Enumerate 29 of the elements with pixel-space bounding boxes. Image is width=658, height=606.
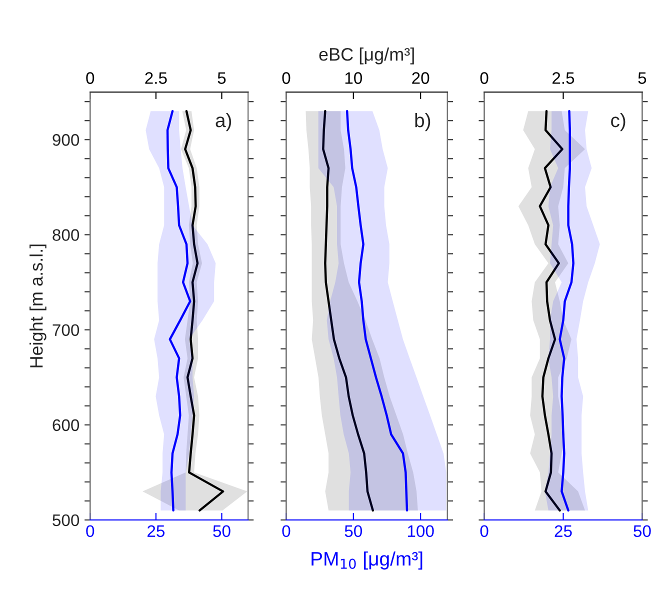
- annotation: c): [611, 113, 626, 132]
- x2-tick-label: 0: [86, 72, 94, 84]
- x2-tick-label: 2.5: [145, 72, 167, 84]
- x-axis-title: PM$_{10}$ [μg/m³]: [312, 551, 422, 570]
- x2-tick-label: 5: [218, 72, 226, 84]
- x2-tick-label: 2.5: [552, 72, 574, 84]
- x-tick-label: 0: [282, 525, 290, 538]
- annotation: a): [216, 113, 232, 132]
- x-tick-label: 100: [408, 525, 434, 538]
- x2-tick-label: 20: [412, 72, 430, 84]
- y-tick-label: 600: [52, 419, 80, 432]
- y-tick-label: 700: [52, 324, 80, 336]
- x2-tick-label: 0: [480, 72, 488, 84]
- x-tick-label: 25: [554, 525, 572, 538]
- x2-tick-label: 10: [345, 72, 362, 84]
- x-tick-label: 50: [344, 525, 362, 538]
- y-tick-label: 900: [52, 134, 80, 146]
- y-axis-title: Height [m a.s.l.]: [30, 244, 46, 368]
- y-tick-label: 500: [52, 514, 80, 526]
- x2-axis-title: eBC [μg/m³]: [319, 48, 414, 64]
- x-tick-label: 50: [213, 525, 230, 538]
- x-tick-label: 25: [148, 525, 165, 538]
- x2-tick-label: 5: [638, 72, 646, 84]
- annotation: b): [415, 113, 430, 132]
- x-tick-label: 0: [86, 525, 94, 538]
- y-tick-label: 800: [52, 229, 80, 241]
- x2-tick-label: 0: [282, 72, 290, 84]
- x-tick-label: 50: [634, 525, 651, 538]
- x-tick-label: 0: [480, 525, 488, 538]
